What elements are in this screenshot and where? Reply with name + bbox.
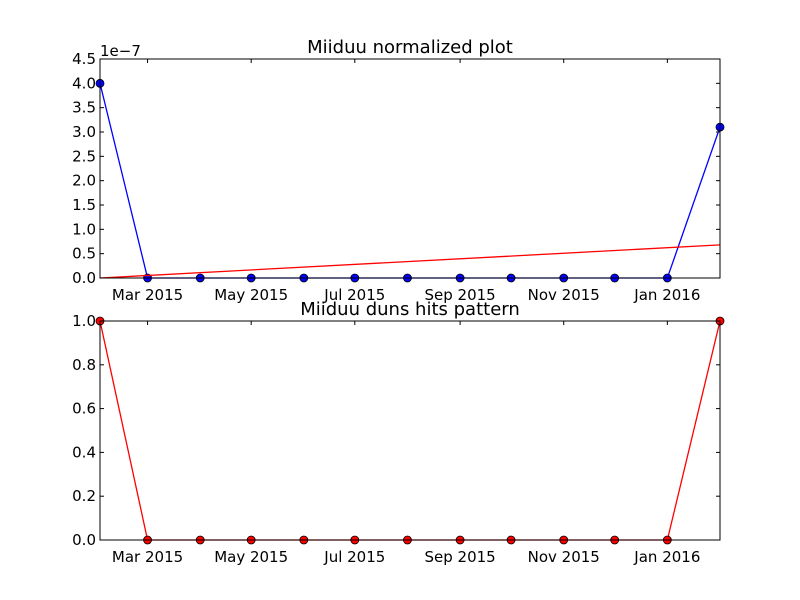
y-tick-label: 3.0 bbox=[72, 123, 96, 141]
x-tick-label: Jul 2015 bbox=[323, 548, 385, 566]
y-tick-label: 0.0 bbox=[72, 269, 96, 287]
x-tick-label: Sep 2015 bbox=[425, 548, 496, 566]
y-tick-label: 1.5 bbox=[72, 196, 96, 214]
y-tick-label: 0.8 bbox=[72, 356, 96, 374]
y-tick-label: 1.0 bbox=[72, 312, 96, 330]
y-tick-label: 0.4 bbox=[72, 443, 96, 461]
axes-frame-hits bbox=[99, 320, 721, 541]
x-tick-label: Mar 2015 bbox=[112, 548, 183, 566]
y-tick-label: 3.5 bbox=[72, 99, 96, 117]
x-tick-label: Jul 2015 bbox=[323, 286, 385, 304]
y-tick-label: 1.0 bbox=[72, 220, 96, 238]
x-tick-label: May 2015 bbox=[214, 548, 288, 566]
y-tick-label: 4.5 bbox=[72, 50, 96, 68]
hits-pattern-panel: Miiduu duns hits pattern 0.0 0.2 0.4 0.6 0.8… bbox=[72, 299, 725, 566]
x-tick-label: Mar 2015 bbox=[112, 286, 183, 304]
axes-frame-normalized bbox=[99, 58, 721, 279]
y-tick-label: 0.0 bbox=[72, 531, 96, 549]
y-tick-label: 2.5 bbox=[72, 147, 96, 165]
chart-title-normalized: Miiduu normalized plot bbox=[307, 37, 513, 58]
y-tick-label: 0.2 bbox=[72, 487, 96, 505]
x-tick-label: May 2015 bbox=[214, 286, 288, 304]
y-tick-label: 4.0 bbox=[72, 74, 96, 92]
axis-ticks-normalized: 0.0 0.5 1.0 1.5 2.0 2.5 3.0 3.5 4.0 4.5 Mar 2015 Ma… bbox=[72, 50, 720, 304]
x-tick-label: Sep 2015 bbox=[425, 286, 496, 304]
y-tick-label: 0.6 bbox=[72, 400, 96, 418]
y-offset-label: 1e−7 bbox=[100, 42, 141, 60]
y-tick-label: 0.5 bbox=[72, 245, 96, 263]
chart-title-hits: Miiduu duns hits pattern bbox=[300, 299, 520, 320]
x-tick-label: Nov 2015 bbox=[528, 548, 600, 566]
normalized-plot-panel: Miiduu normalized plot 1e−7 0.0 0.5 1.0 1.5… bbox=[72, 37, 725, 304]
axis-ticks-hits: 0.0 0.2 0.4 0.6 0.8 1.0 Mar 2015 May 2015 Jul 20… bbox=[72, 312, 720, 566]
x-tick-label: Jan 2016 bbox=[633, 548, 700, 566]
y-tick-label: 2.0 bbox=[72, 172, 96, 190]
x-tick-label: Jan 2016 bbox=[633, 286, 700, 304]
x-tick-label: Nov 2015 bbox=[528, 286, 600, 304]
series-line bbox=[99, 244, 721, 279]
